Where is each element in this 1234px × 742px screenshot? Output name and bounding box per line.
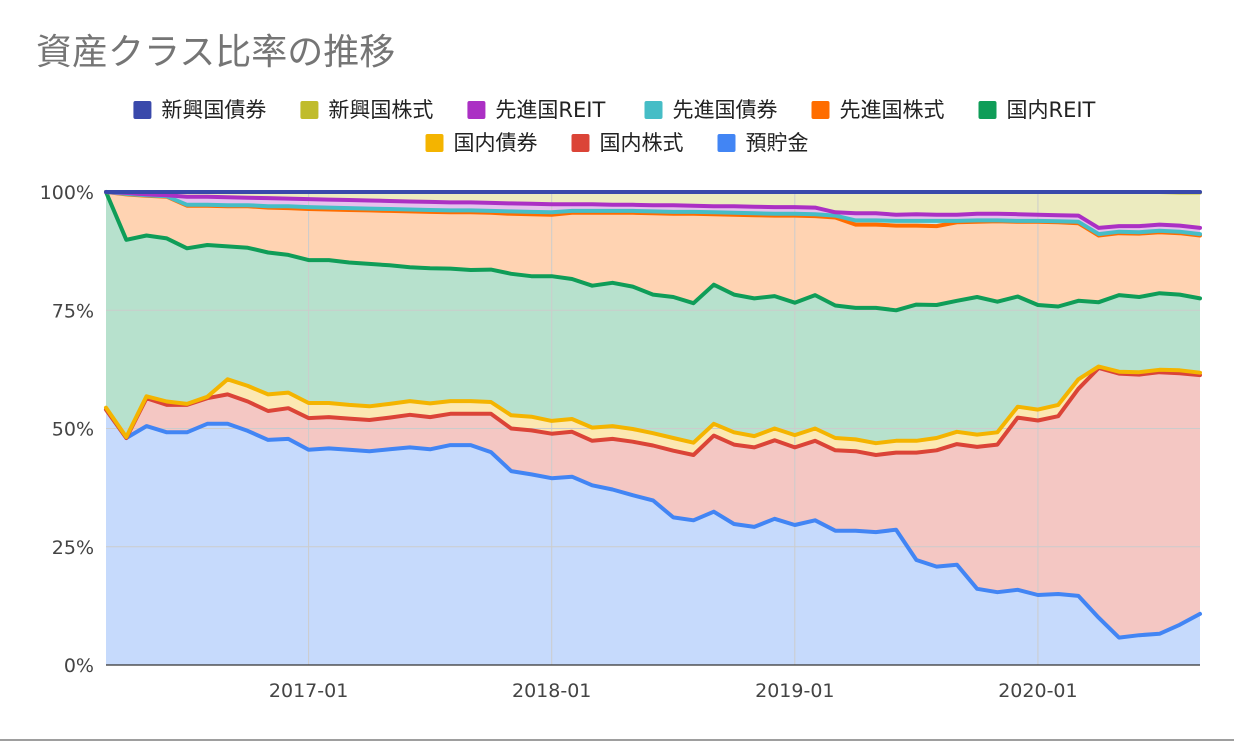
legend-swatch — [133, 101, 152, 119]
plot-area — [104, 190, 1202, 665]
legend-item-domestic-stock: 国内株式 — [571, 131, 684, 155]
legend-swatch — [811, 101, 830, 119]
legend-label: 新興国株式 — [328, 98, 433, 122]
legend-label: 国内REIT — [1007, 98, 1096, 122]
y-axis: 0% 25% 50% 75% 100% — [40, 182, 94, 677]
line-domestic-reit — [104, 190, 1202, 313]
y-tick-label: 0% — [64, 655, 94, 677]
y-tick-label: 50% — [52, 419, 94, 441]
legend-swatch — [425, 134, 444, 152]
legend-label: 先進国REIT — [495, 98, 605, 122]
legend-item-emerging-stock: 新興国株式 — [300, 98, 433, 122]
legend-swatch — [978, 101, 997, 119]
legend-label: 国内株式 — [600, 131, 684, 155]
area-domestic-reit — [106, 192, 1200, 444]
line-developed-reit — [104, 190, 1202, 230]
y-tick-label: 100% — [40, 182, 94, 204]
line-developed-bond — [104, 190, 1202, 237]
chart-title: 資産クラス比率の推移 — [36, 32, 395, 73]
legend-swatch — [300, 101, 319, 119]
area-savings — [106, 409, 1200, 665]
x-tick-label: 2018-01 — [512, 680, 591, 702]
x-tick-label: 2020-01 — [998, 680, 1077, 702]
area-emerging-stock — [106, 192, 1200, 228]
x-axis: 2017-01 2018-01 2019-01 2020-01 — [106, 664, 1200, 702]
legend-swatch — [644, 101, 663, 119]
legend-item-savings: 預貯金 — [717, 131, 809, 155]
line-domestic-bond — [104, 364, 1202, 446]
x-tick-label: 2019-01 — [755, 680, 834, 702]
legend-item-domestic-reit: 国内REIT — [978, 98, 1096, 122]
area-developed-stock — [106, 192, 1200, 311]
line-domestic-stock — [104, 366, 1202, 457]
series-lines — [104, 190, 1202, 640]
y-tick-label: 75% — [52, 300, 94, 322]
legend-label: 国内債券 — [454, 131, 538, 155]
legend-label: 先進国債券 — [673, 98, 778, 122]
legend-swatch — [467, 101, 486, 119]
y-tick-label: 25% — [52, 537, 94, 559]
legend-item-developed-stock: 先進国株式 — [811, 98, 945, 122]
legend-item-emerging-bond: 新興国債券 — [133, 98, 266, 122]
legend-label: 先進国株式 — [840, 98, 945, 122]
line-savings — [104, 407, 1202, 640]
legend-swatch — [571, 134, 590, 152]
legend-label: 新興国債券 — [161, 98, 266, 122]
legend-item-developed-reit: 先進国REIT — [467, 98, 605, 122]
x-tick-label: 2017-01 — [269, 680, 348, 702]
legend: 新興国債券 新興国株式 先進国REIT 先進国債券 先進国株式 国内REIT 国内債券 国内株… — [133, 98, 1096, 155]
area-domestic-stock — [106, 367, 1200, 638]
legend-item-developed-bond: 先進国債券 — [644, 98, 778, 122]
legend-swatch — [717, 134, 736, 152]
legend-label: 預貯金 — [746, 131, 809, 155]
legend-item-domestic-bond: 国内債券 — [425, 131, 538, 155]
